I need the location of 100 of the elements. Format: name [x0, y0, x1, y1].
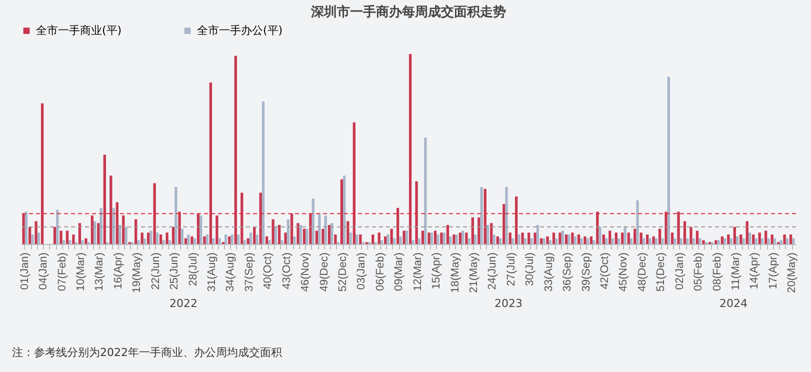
bar [66, 230, 69, 244]
bar [754, 238, 758, 244]
bar [723, 238, 726, 244]
bar [349, 232, 352, 244]
x-tick-label: 09(Mar) [393, 252, 406, 292]
bar [770, 234, 774, 244]
bar [478, 217, 480, 244]
bar [268, 240, 271, 244]
bar [346, 221, 350, 244]
bar [436, 234, 440, 244]
bar [224, 234, 228, 244]
bar [646, 234, 649, 244]
bar [767, 238, 770, 244]
bar [408, 54, 412, 244]
bar [642, 238, 646, 244]
bar [727, 234, 730, 244]
bar [546, 236, 549, 244]
bar [94, 221, 96, 244]
bar [518, 234, 520, 244]
bar [24, 212, 28, 244]
bar [206, 234, 208, 244]
bar [81, 240, 84, 244]
bar [97, 223, 100, 244]
bar [340, 179, 344, 244]
bar [153, 183, 156, 244]
bar [773, 238, 776, 244]
bar [746, 221, 748, 244]
x-tick-label: 37(Sep) [243, 252, 256, 292]
bar [670, 232, 674, 244]
bar [536, 225, 540, 244]
bar [396, 208, 400, 244]
bar [458, 232, 462, 244]
bar [580, 238, 583, 244]
bar [498, 238, 502, 244]
bar [608, 230, 612, 244]
bar [471, 217, 474, 244]
x-tick-label: 19(May) [131, 252, 144, 293]
x-tick-label: 14(Apr) [748, 252, 761, 290]
bar [686, 238, 689, 244]
x-tick-label: 07(Feb) [56, 252, 68, 292]
bar [324, 216, 327, 244]
bar [72, 234, 75, 244]
bar [698, 238, 702, 244]
bar [330, 223, 334, 244]
bar [187, 234, 190, 244]
bar [636, 200, 639, 244]
bar [172, 226, 175, 244]
bar [748, 232, 752, 244]
bar [505, 187, 508, 244]
bar [143, 238, 146, 244]
legend-label: 全市一手办公(平) [197, 24, 283, 37]
bar [37, 232, 40, 244]
bar [428, 232, 430, 244]
x-tick-label: 22(Jun) [150, 252, 162, 290]
bar [521, 232, 524, 244]
bar [674, 238, 676, 244]
bar [278, 225, 281, 244]
bar [654, 238, 658, 244]
bar [262, 102, 265, 244]
bar [789, 234, 792, 244]
bar [680, 238, 682, 244]
bar [515, 196, 518, 244]
x-tick-label: 40(Oct) [262, 252, 274, 290]
bar [386, 234, 390, 244]
bar [296, 223, 300, 244]
bar [465, 232, 468, 244]
x-tick-label: 28(Jul) [187, 252, 200, 286]
bar [692, 238, 695, 244]
bar [740, 234, 742, 244]
x-tick-label: 06(Feb) [374, 252, 386, 292]
x-tick-label: 25(Jun) [168, 252, 181, 290]
bar [624, 226, 626, 244]
bar [384, 236, 387, 244]
x-tick-label: 36(Sep) [562, 252, 574, 292]
x-tick-label: 04(Jan) [38, 252, 50, 290]
bar [640, 232, 642, 244]
x-tick-label: 13(Mar) [94, 252, 106, 292]
bar [399, 236, 402, 244]
bar [318, 214, 321, 244]
bar [792, 238, 795, 244]
bar [174, 187, 178, 244]
bar [212, 238, 215, 244]
bar [586, 238, 589, 244]
bar [200, 216, 202, 244]
bar [299, 225, 302, 244]
bar [555, 238, 558, 244]
bar [558, 232, 562, 244]
x-tick-label: 43(Oct) [280, 252, 293, 290]
bar [714, 240, 718, 244]
bar [178, 212, 181, 244]
bar [780, 240, 782, 244]
x-tick-label: 27(Jul) [505, 252, 518, 286]
bar [542, 238, 546, 244]
bar [446, 225, 450, 244]
bar [442, 232, 446, 244]
bar [702, 240, 705, 244]
x-tick-label: 20(May) [786, 252, 798, 293]
bar [658, 228, 662, 244]
bar [203, 236, 206, 244]
x-tick-label: 03(Jan) [356, 252, 368, 290]
